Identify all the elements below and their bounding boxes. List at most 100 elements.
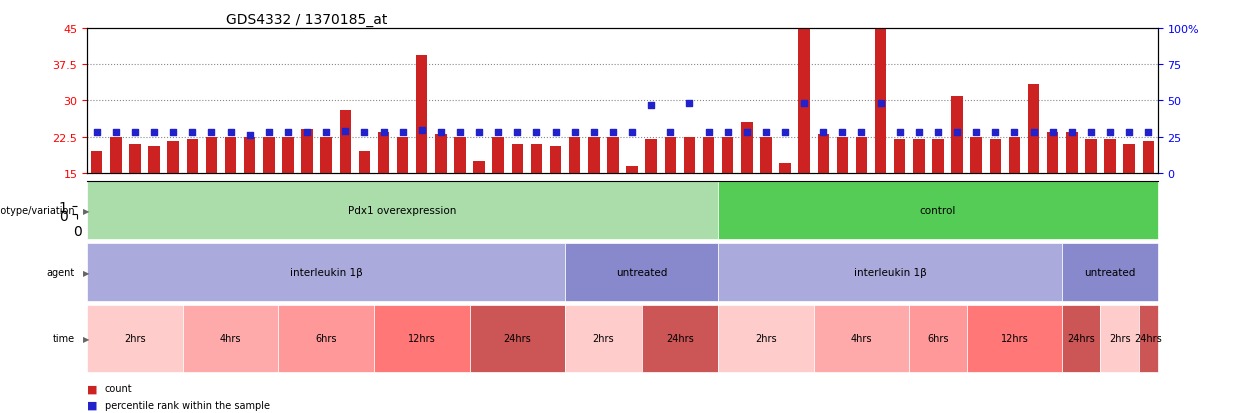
Point <box>1062 130 1082 136</box>
Text: untreated: untreated <box>1084 268 1135 278</box>
Text: genotype/variation: genotype/variation <box>0 206 75 216</box>
Text: GDS4332 / 1370185_at: GDS4332 / 1370185_at <box>227 12 387 26</box>
Point <box>985 130 1005 136</box>
Bar <box>1028 84 1040 173</box>
Bar <box>263 137 274 173</box>
Text: ■: ■ <box>87 383 97 393</box>
Point <box>163 130 183 136</box>
Point <box>565 130 585 136</box>
Bar <box>798 9 810 173</box>
Point <box>298 130 317 136</box>
Text: control: control <box>920 206 956 216</box>
Text: 2hrs: 2hrs <box>124 334 146 344</box>
Point <box>813 130 833 136</box>
Text: 12hrs: 12hrs <box>1001 334 1028 344</box>
Point <box>202 130 222 136</box>
Bar <box>91 152 102 173</box>
Bar <box>301 130 312 173</box>
Bar <box>550 147 561 173</box>
Point <box>106 130 126 136</box>
Text: 6hrs: 6hrs <box>928 334 949 344</box>
Bar <box>1086 140 1097 173</box>
Text: 2hrs: 2hrs <box>1109 334 1130 344</box>
Text: time: time <box>52 334 75 344</box>
Text: Pdx1 overexpression: Pdx1 overexpression <box>349 206 457 216</box>
Bar <box>1123 145 1135 173</box>
Text: ▶: ▶ <box>83 206 90 215</box>
Point <box>756 130 776 136</box>
Bar <box>493 137 504 173</box>
Bar <box>761 137 772 173</box>
Bar <box>608 137 619 173</box>
Point <box>355 130 375 136</box>
Text: 2hrs: 2hrs <box>754 334 777 344</box>
Point <box>144 130 164 136</box>
Bar <box>933 140 944 173</box>
Text: 6hrs: 6hrs <box>315 334 337 344</box>
Bar <box>416 55 427 173</box>
Bar <box>626 166 637 173</box>
Text: interleukin 1β: interleukin 1β <box>290 268 362 278</box>
Bar <box>818 135 829 173</box>
Point <box>776 130 796 136</box>
Point <box>1005 130 1025 136</box>
Point <box>603 130 622 136</box>
Bar <box>1008 137 1020 173</box>
Bar <box>665 137 676 173</box>
Bar <box>702 137 715 173</box>
Point <box>909 130 929 136</box>
Point <box>431 130 451 136</box>
Text: 24hrs: 24hrs <box>503 334 532 344</box>
Bar <box>205 137 217 173</box>
Point <box>449 130 469 136</box>
Text: ▶: ▶ <box>83 334 90 343</box>
Text: 4hrs: 4hrs <box>220 334 242 344</box>
Bar <box>779 164 791 173</box>
Bar <box>645 140 657 173</box>
Point <box>374 130 393 136</box>
Bar <box>855 137 868 173</box>
Bar <box>244 137 255 173</box>
Text: percentile rank within the sample: percentile rank within the sample <box>105 400 270 410</box>
Point <box>316 130 336 136</box>
Text: agent: agent <box>46 268 75 278</box>
Point <box>890 130 910 136</box>
Bar <box>473 161 484 173</box>
Text: 24hrs: 24hrs <box>1067 334 1096 344</box>
Point <box>412 128 432 134</box>
Bar <box>187 140 198 173</box>
Bar <box>971 137 982 173</box>
Text: 24hrs: 24hrs <box>1134 334 1162 344</box>
Point <box>1138 130 1158 136</box>
Bar <box>397 137 408 173</box>
Bar <box>225 137 237 173</box>
Point <box>1043 130 1063 136</box>
Text: untreated: untreated <box>616 268 667 278</box>
Text: count: count <box>105 383 132 393</box>
Point <box>622 130 642 136</box>
Bar <box>951 96 962 173</box>
Point <box>124 130 144 136</box>
Bar <box>894 140 905 173</box>
Bar <box>129 145 141 173</box>
Point <box>717 130 737 136</box>
Point <box>947 130 967 136</box>
Bar <box>837 137 848 173</box>
Point <box>182 130 202 136</box>
Text: 12hrs: 12hrs <box>408 334 436 344</box>
Point <box>508 130 528 136</box>
Point <box>833 130 853 136</box>
Point <box>335 128 355 135</box>
Point <box>966 130 986 136</box>
Point <box>698 130 718 136</box>
Bar <box>512 145 523 173</box>
Text: ■: ■ <box>87 400 97 410</box>
Bar <box>320 137 332 173</box>
Point <box>240 133 260 139</box>
Point <box>584 130 604 136</box>
Point <box>488 130 508 136</box>
Point <box>392 130 412 136</box>
Bar <box>741 123 752 173</box>
Bar <box>588 137 600 173</box>
Text: ▶: ▶ <box>83 268 90 277</box>
